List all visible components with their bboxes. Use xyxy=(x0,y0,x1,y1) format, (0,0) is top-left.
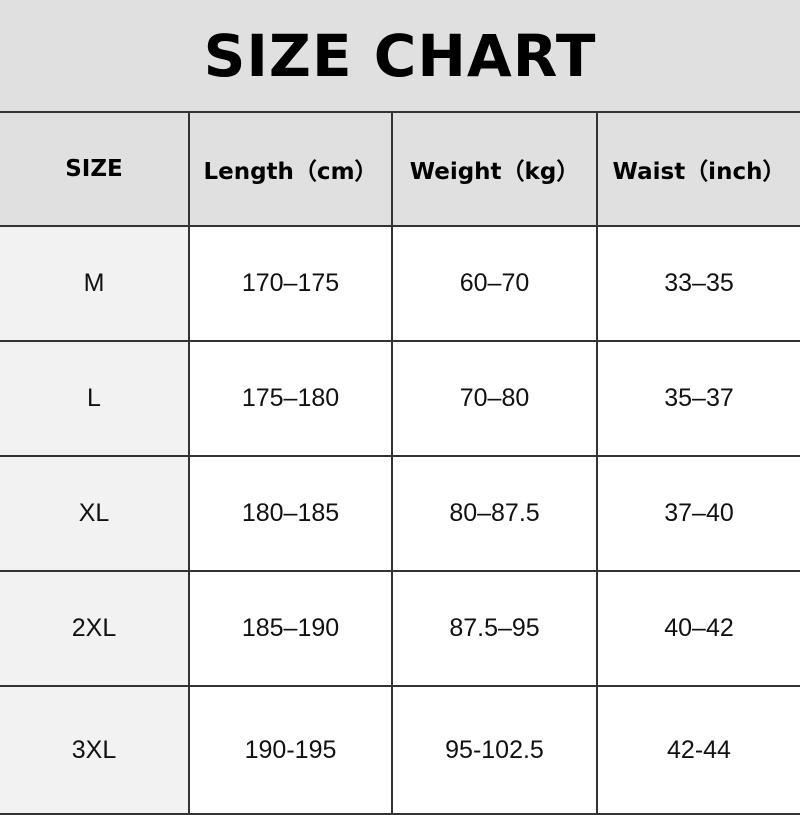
cell-waist: 37–40 xyxy=(598,457,800,572)
cell-weight: 87.5–95 xyxy=(393,572,598,687)
header-waist: Waist（inch） xyxy=(598,113,800,227)
title-band: SIZE CHART xyxy=(0,0,800,113)
cell-length: 170–175 xyxy=(190,227,393,342)
page-title: SIZE CHART xyxy=(203,21,597,90)
cell-length: 185–190 xyxy=(190,572,393,687)
cell-size: 2XL xyxy=(0,572,190,687)
cell-weight: 70–80 xyxy=(393,342,598,457)
cell-weight: 60–70 xyxy=(393,227,598,342)
cell-size: M xyxy=(0,227,190,342)
cell-size: L xyxy=(0,342,190,457)
cell-length: 190-195 xyxy=(190,687,393,815)
cell-size: XL xyxy=(0,457,190,572)
cell-length: 180–185 xyxy=(190,457,393,572)
header-weight: Weight（kg） xyxy=(393,113,598,227)
cell-length: 175–180 xyxy=(190,342,393,457)
header-length: Length（cm） xyxy=(190,113,393,227)
cell-weight: 95-102.5 xyxy=(393,687,598,815)
cell-size: 3XL xyxy=(0,687,190,815)
size-table: SIZE Length（cm） Weight（kg） Waist（inch） M 170–… xyxy=(0,113,800,815)
cell-waist: 40–42 xyxy=(598,572,800,687)
cell-weight: 80–87.5 xyxy=(393,457,598,572)
cell-waist: 35–37 xyxy=(598,342,800,457)
cell-waist: 42-44 xyxy=(598,687,800,815)
header-size: SIZE xyxy=(0,113,190,227)
cell-waist: 33–35 xyxy=(598,227,800,342)
